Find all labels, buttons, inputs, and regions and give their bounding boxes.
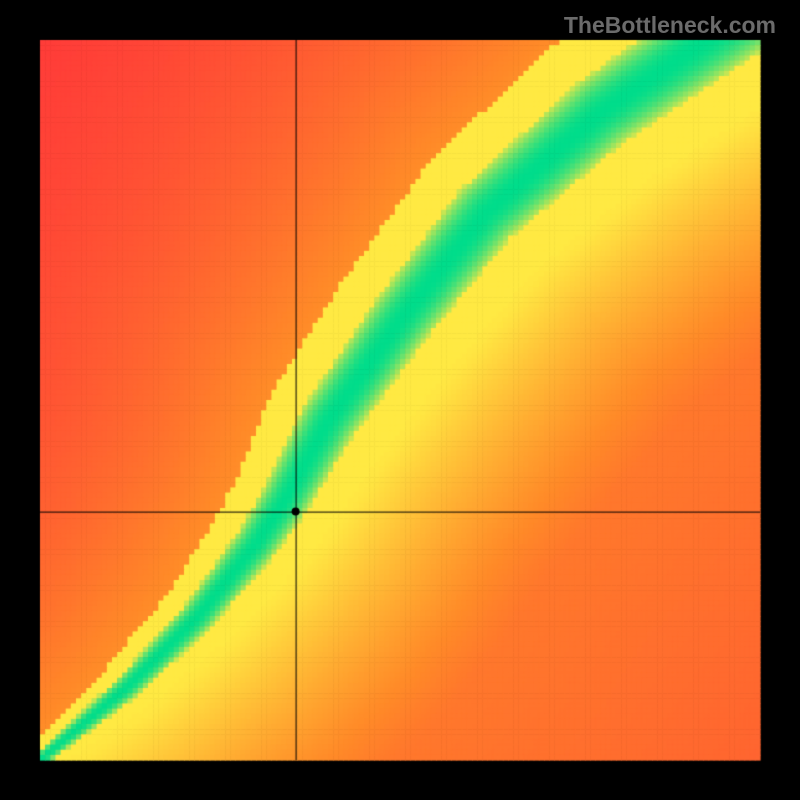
watermark-text: TheBottleneck.com xyxy=(564,12,776,39)
bottleneck-heatmap xyxy=(0,0,800,800)
chart-container: TheBottleneck.com xyxy=(0,0,800,800)
